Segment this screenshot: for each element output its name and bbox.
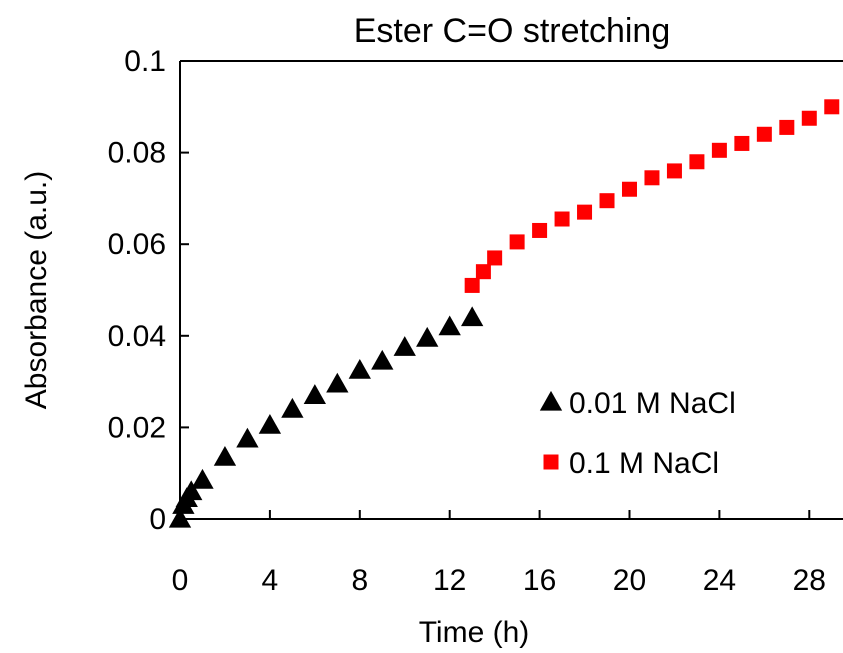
data-point [734,135,750,151]
data-point [554,211,570,227]
series-1 [168,306,484,528]
y-tick-label: 0.1 [124,45,166,78]
legend-marker [543,454,559,470]
data-point [348,358,371,379]
data-point [416,326,439,347]
x-tick-label: 24 [703,564,736,597]
y-axis-label: Absorbance (a.u.) [20,171,53,409]
legend: 0.01 M NaCl 0.1 M NaCl [539,387,736,480]
data-point [371,349,394,370]
y-tick-label: 0 [149,503,166,536]
data-point [303,384,327,404]
data-point [487,250,503,266]
x-tick-label: 20 [613,564,646,597]
data-point [168,507,192,528]
y-ticks: 0 0.02 0.04 0.06 0.08 0.1 [108,45,189,536]
x-ticks: 0 4 8 12 16 20 24 28 [172,510,826,597]
data-point [756,126,772,142]
x-tick-label: 0 [172,564,189,597]
data-point [509,234,525,250]
data-point [599,193,615,209]
data-point [532,222,548,238]
data-point [689,154,705,170]
plot-area [179,60,843,520]
legend-marker [539,390,563,411]
data-point [326,372,349,393]
x-tick-label: 16 [523,564,556,597]
data-point [438,315,461,336]
y-tick-label: 0.08 [108,137,166,170]
data-point [621,181,637,197]
series-2 [464,99,840,293]
legend-label: 0.1 M NaCl [569,447,719,480]
chart-title: Ester C=O stretching [354,12,671,50]
data-point [577,204,593,220]
x-tick-label: 12 [433,564,466,597]
data-point [461,306,484,327]
x-tick-label: 8 [351,564,368,597]
x-tick-label: 28 [793,564,826,597]
data-point [801,110,817,126]
y-tick-label: 0.04 [108,320,166,353]
data-point [779,119,795,135]
data-point [475,264,491,280]
data-point [236,427,259,448]
data-point [180,480,203,501]
data-point [464,277,480,293]
data-point [824,99,840,115]
x-axis-label: Time (h) [419,616,530,649]
data-point [281,397,304,418]
x-tick-label: 4 [262,564,279,597]
data-point [644,170,660,186]
data-point [393,336,416,356]
data-point [258,413,282,434]
y-tick-label: 0.06 [108,228,166,261]
series-layer [168,99,840,528]
data-point [666,163,682,179]
data-point [213,446,237,466]
data-point [191,468,214,489]
legend-label: 0.01 M NaCl [569,387,736,420]
y-tick-label: 0.02 [108,411,166,444]
data-point [711,142,727,158]
